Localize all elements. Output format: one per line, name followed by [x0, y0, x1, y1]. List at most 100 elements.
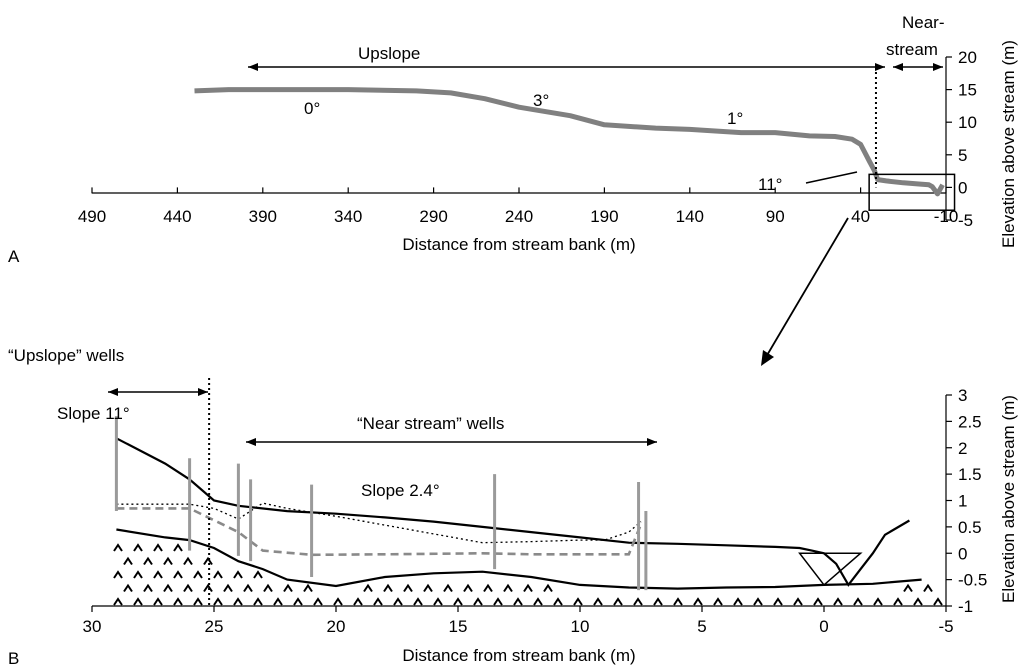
- hatch-mark: [163, 583, 173, 593]
- hatch-mark: [113, 570, 123, 579]
- hatch-mark: [213, 570, 223, 579]
- panel-a-x-tick-label: 90: [766, 207, 785, 226]
- panel-a-y-tick-label: 0: [958, 178, 967, 197]
- hatch-mark: [113, 543, 123, 552]
- hatch-mark: [473, 597, 483, 606]
- panel-b-y-tick-label: -0.5: [958, 571, 987, 590]
- panel-b-x-ticks: 30 25 20 15 10 5 0 -5: [83, 606, 954, 636]
- hatch-mark: [143, 583, 153, 593]
- hatch-mark: [393, 597, 403, 606]
- panel-a-x-tick-label: 240: [505, 207, 533, 226]
- hatch-mark: [153, 597, 163, 606]
- panel-b-x-tick-label: 30: [83, 617, 102, 636]
- hatch-mark: [173, 570, 183, 579]
- hatch-mark: [353, 597, 363, 606]
- hatch-mark: [853, 597, 863, 606]
- panel-a-x-tick-label: 290: [419, 207, 447, 226]
- hatch-mark: [153, 543, 163, 552]
- panel-a-x-label: Distance from stream bank (m): [402, 235, 635, 254]
- hatch-mark: [793, 597, 803, 606]
- hatch-mark: [633, 597, 643, 606]
- hatch-mark: [183, 583, 193, 593]
- panel-b-y-tick-label: 1.5: [958, 465, 982, 484]
- near-stream-label-line1: Near-: [902, 13, 945, 32]
- panel-b-x-tick-label: -5: [938, 617, 953, 636]
- hatch-mark: [673, 597, 683, 606]
- near-stream-label-line2: stream: [886, 40, 938, 59]
- hatch-mark: [123, 583, 133, 593]
- panel-b: 30 25 20 15 10 5 0 -5 -1 -0.5 0 0.5 1 1.5 2 2.5 3 “Upsl…: [8, 346, 1018, 667]
- hatch-mark: [813, 597, 823, 606]
- slope-0-label: 0°: [304, 99, 320, 118]
- panel-b-y-tick-label: -1: [958, 597, 973, 616]
- stream-channel: [798, 552, 863, 586]
- panel-b-y-tick-label: 2.5: [958, 412, 982, 431]
- hatch-mark: [463, 583, 473, 593]
- panel-b-x-tick-label: 0: [819, 617, 828, 636]
- panel-a-x-tick-label: 40: [851, 207, 870, 226]
- panel-a-x-tick-label: 440: [163, 207, 191, 226]
- hatch-mark: [753, 597, 763, 606]
- panel-a-x-tick-label: -10: [934, 207, 959, 226]
- panel-a-x-tick-label: 390: [249, 207, 277, 226]
- hatch-mark: [193, 570, 203, 579]
- hatch-mark: [213, 597, 223, 606]
- hatch-mark: [123, 556, 133, 566]
- panel-b-y-ticks: -1 -0.5 0 0.5 1 1.5 2 2.5 3: [946, 386, 987, 616]
- panel-a-x-tick-label: 190: [590, 207, 618, 226]
- hatch-mark: [183, 556, 193, 566]
- hatch-mark: [543, 583, 553, 593]
- panel-a-x-tick-label: 490: [78, 207, 106, 226]
- hatch-mark: [363, 583, 373, 593]
- hatch-mark: [273, 597, 283, 606]
- hatch-mark: [233, 570, 243, 579]
- hatch-mark: [433, 597, 443, 606]
- hatch-mark: [483, 583, 493, 593]
- hatch-mark: [133, 543, 143, 552]
- hatch-mark: [593, 597, 603, 606]
- hatch-mark: [733, 597, 743, 606]
- hatch-mark: [693, 597, 703, 606]
- bedrock-hatching: [113, 543, 943, 606]
- panel-b-y-label: Elevation above stream (m): [999, 395, 1018, 603]
- panel-a-y-tick-label: 10: [958, 113, 977, 132]
- panel-b-y-tick-label: 1: [958, 492, 967, 511]
- slope-11-label: 11°: [758, 175, 782, 194]
- panel-a-y-tick-label: 15: [958, 81, 977, 100]
- hatch-mark: [573, 597, 583, 606]
- hatch-mark: [333, 597, 343, 606]
- panel-b-x-label: Distance from stream bank (m): [402, 646, 635, 665]
- water-table-dotted-line: [116, 502, 642, 544]
- panel-a-y-label: Elevation above stream (m): [999, 40, 1018, 248]
- near-stream-wells-label: “Near stream” wells: [357, 414, 504, 433]
- hatch-mark: [493, 597, 503, 606]
- inset-box: [868, 173, 956, 211]
- hatch-mark: [903, 583, 913, 593]
- hatch-mark: [313, 597, 323, 606]
- panel-b-x-tick-label: 25: [205, 617, 224, 636]
- hatch-mark: [373, 597, 383, 606]
- panel-b-x-tick-label: 5: [697, 617, 706, 636]
- hatch-mark: [533, 597, 543, 606]
- hatch-mark: [133, 570, 143, 579]
- hatch-mark: [193, 597, 203, 606]
- panel-b-y-tick-label: 0.5: [958, 518, 982, 537]
- slope-2-4-label: Slope 2.4°: [361, 481, 440, 500]
- slope-11-pointer: [805, 171, 858, 184]
- hatch-mark: [523, 583, 533, 593]
- hatch-mark: [383, 583, 393, 593]
- lower-layer-line: [116, 528, 922, 590]
- upslope-arrow: [248, 63, 885, 71]
- hatch-mark: [253, 570, 263, 579]
- panel-a-y-tick-label: -5: [958, 211, 973, 230]
- hatch-mark: [303, 583, 313, 593]
- hatch-mark: [223, 583, 233, 593]
- hatch-mark: [133, 597, 143, 606]
- near-stream-arrow: [893, 63, 943, 71]
- hatch-mark: [153, 570, 163, 579]
- hatch-mark: [553, 597, 563, 606]
- panel-a-y-tick-label: 5: [958, 146, 967, 165]
- hatch-mark: [513, 597, 523, 606]
- hatch-mark: [453, 597, 463, 606]
- hatch-mark: [173, 597, 183, 606]
